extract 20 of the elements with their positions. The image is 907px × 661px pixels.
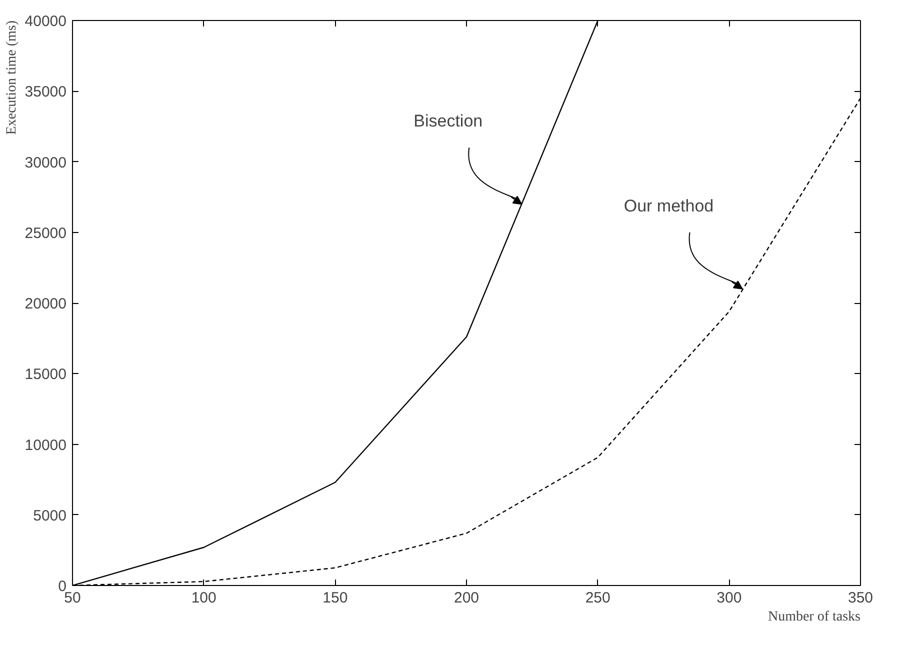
y-tick-label: 15000 <box>24 366 67 384</box>
y-tick-label: 40000 <box>24 13 67 30</box>
x-tick-label: 250 <box>585 590 610 606</box>
y-tick-label: 30000 <box>24 154 67 172</box>
y-tick-label: 35000 <box>24 84 67 101</box>
y-tick-label: 5000 <box>33 507 67 524</box>
y-tick-label: 10000 <box>24 436 67 454</box>
y-axis-title: Execution time (ms) <box>4 20 20 135</box>
y-tick-label: 25000 <box>24 224 67 242</box>
y-tick-label: 0 <box>58 578 66 595</box>
x-tick-label: 200 <box>454 590 480 606</box>
annotation: Our method <box>624 196 714 216</box>
x-tick-label: 100 <box>191 590 216 606</box>
annotation: Bisection <box>414 112 483 131</box>
y-tick-label: 20000 <box>24 296 67 312</box>
x-axis-title: Number of tasks <box>768 610 861 624</box>
x-tick-label: 350 <box>848 590 874 606</box>
x-tick-label: 300 <box>716 590 742 606</box>
x-tick-label: 50 <box>64 590 81 606</box>
x-tick-label: 150 <box>322 590 348 606</box>
